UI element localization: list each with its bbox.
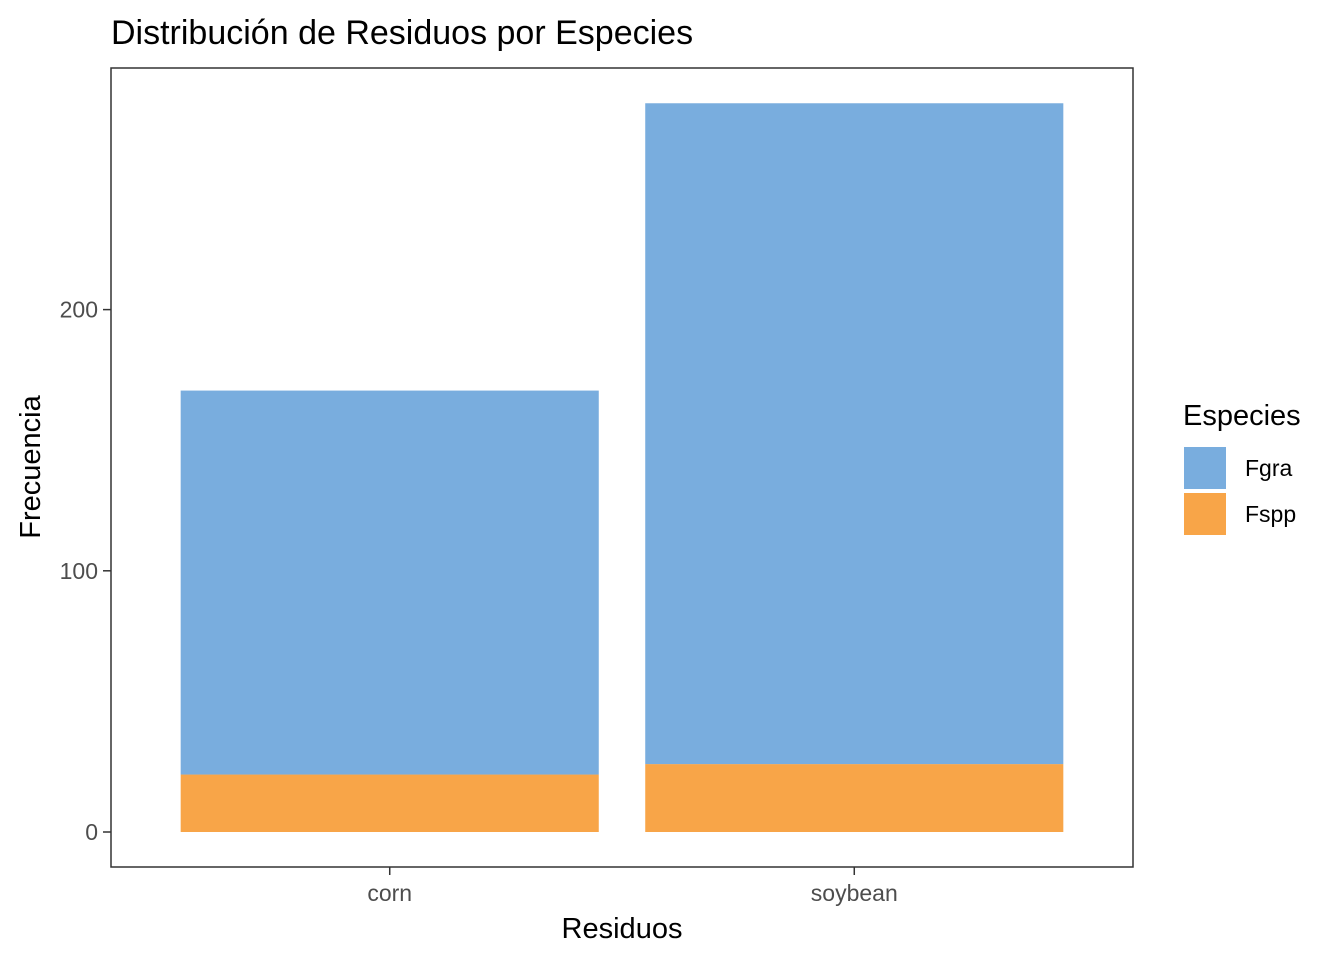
y-tick-label: 0 (85, 819, 98, 845)
y-axis: 0 100 200 (60, 297, 111, 845)
x-tick-label-corn: corn (367, 880, 412, 906)
x-axis-title: Residuos (562, 913, 683, 945)
legend-label-fgra: Fgra (1245, 455, 1293, 481)
plot-panel-border (110, 67, 1134, 868)
x-axis: corn soybean (367, 867, 898, 906)
legend: Especies Fgra Fspp (1183, 400, 1301, 535)
bar-soybean-fgra (645, 103, 1064, 765)
y-tick-label: 100 (60, 558, 98, 584)
bar-corn-fgra (180, 390, 599, 775)
bar-soybean-fspp (645, 764, 1064, 832)
y-tick-label: 200 (60, 297, 98, 323)
legend-items: Fgra Fspp (1184, 447, 1296, 535)
legend-key-fgra (1184, 447, 1226, 489)
x-tick-label-soybean: soybean (811, 880, 898, 906)
chart-title: Distribución de Residuos por Especies (111, 14, 693, 52)
legend-label-fspp: Fspp (1245, 501, 1296, 527)
bars-layer (180, 103, 1064, 832)
legend-key-fspp (1184, 493, 1226, 535)
legend-title: Especies (1183, 400, 1301, 432)
y-axis-title: Frecuencia (15, 394, 47, 538)
bar-corn-fspp (180, 774, 599, 832)
